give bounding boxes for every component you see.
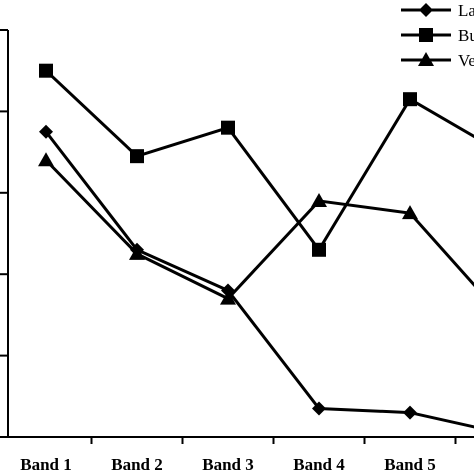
series-bu [39,63,474,257]
series-line [44,69,474,253]
triangle-marker [311,192,327,207]
legend-label: La [458,1,474,20]
series-la [39,124,474,429]
triangle-marker [129,245,145,260]
triangle-marker [402,205,418,220]
legend-entry: Ve [401,51,474,70]
axes [7,30,474,438]
square-marker [419,28,433,42]
x-ticks [90,437,457,444]
series-line [44,130,474,429]
square-marker [403,92,417,107]
x-tick-label: Band 3 [202,455,254,474]
x-tick-label: Band 2 [111,455,163,474]
x-tick-label: Band 4 [293,455,345,474]
triangle-marker [220,290,236,305]
square-marker [130,149,144,164]
series-layer [38,63,474,429]
y-ticks [0,29,8,438]
x-tick-label: Band 1 [20,455,72,474]
legend-label: Bu [458,26,474,45]
x-tick-label: Band 5 [384,455,436,474]
square-marker [312,242,326,257]
legend-entry: Bu [401,26,474,45]
series-line [44,159,474,301]
square-marker [39,63,53,78]
legend: La Bu Ve [401,1,474,70]
triangle-marker [38,152,54,167]
legend-label: Ve [458,51,474,70]
diamond-marker [419,3,433,17]
diamond-marker [39,124,53,139]
diamond-marker [312,401,326,416]
triangle-marker [418,52,434,66]
legend-entry: La [401,1,474,20]
series-ve [38,152,474,305]
square-marker [221,120,235,135]
diamond-marker [403,405,417,420]
